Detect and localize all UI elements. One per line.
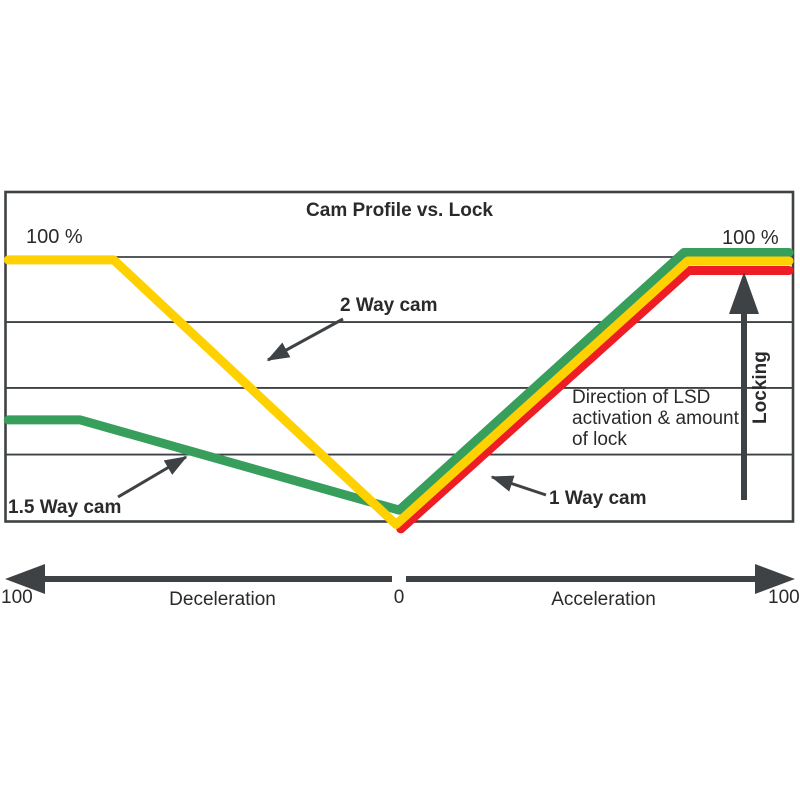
x-axis-right-value: 100 bbox=[768, 587, 800, 608]
series-line-1-5-way-cam bbox=[3, 248, 794, 515]
one-way-cam-callout-arrow-icon bbox=[490, 475, 547, 497]
x-axis-zero-value: 0 bbox=[393, 587, 405, 608]
x-axis-right-arrow-head-icon bbox=[755, 564, 795, 594]
locking-direction-arrow-head-icon bbox=[729, 272, 759, 314]
series-label-2-way-cam: 2 Way cam bbox=[340, 295, 438, 316]
plot-border bbox=[4, 190, 795, 523]
y-axis-top-left-label: 100 % bbox=[26, 226, 83, 248]
x-axis-acceleration-label: Acceleration bbox=[551, 589, 656, 610]
y-axis-top-right-label: 100 % bbox=[722, 227, 779, 249]
annotation-arrows bbox=[5, 272, 795, 594]
chart-title: Cam Profile vs. Lock bbox=[306, 200, 493, 221]
series-label-1-way-cam: 1 Way cam bbox=[549, 488, 647, 509]
locking-axis-label: Locking bbox=[750, 351, 771, 424]
x-axis-left-value: 100 bbox=[1, 587, 33, 608]
plot-area bbox=[3, 190, 795, 534]
series-label-1-5-way-cam: 1.5 Way cam bbox=[8, 497, 122, 518]
one-five-way-cam-callout-arrow-icon bbox=[117, 455, 188, 499]
two-way-cam-callout-arrow-icon bbox=[266, 317, 344, 362]
x-axis-left-arrow-head-icon bbox=[5, 564, 45, 594]
lsd-activation-note: Direction of LSD activation & amount of … bbox=[572, 387, 739, 450]
x-axis-deceleration-label: Deceleration bbox=[169, 589, 276, 610]
series-line-1-way-cam bbox=[396, 265, 794, 534]
series-line-2-way-cam bbox=[3, 255, 794, 529]
